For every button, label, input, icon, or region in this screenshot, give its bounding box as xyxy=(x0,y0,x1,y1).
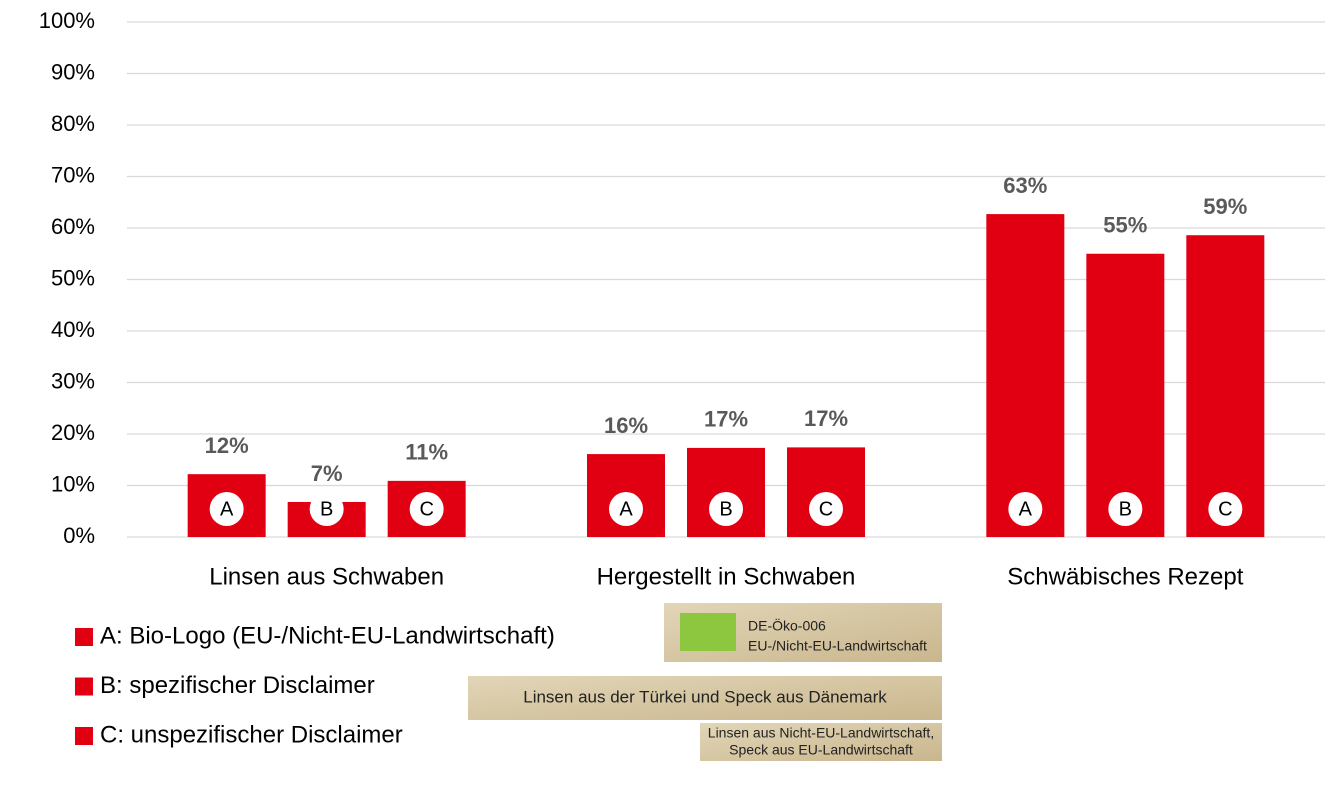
x-tick-label: Schwäbisches Rezept xyxy=(1007,563,1243,590)
value-label: 17% xyxy=(804,406,848,431)
legend-label: A: Bio-Logo (EU-/Nicht-EU-Landwirtschaft… xyxy=(100,622,555,649)
legend-image-text: Speck aus EU-Landwirtschaft xyxy=(729,742,913,758)
bar-marker xyxy=(609,492,643,526)
legend-image-text: Linsen aus der Türkei und Speck aus Däne… xyxy=(523,687,887,706)
y-tick-label: 100% xyxy=(39,8,95,33)
bar-marker-letter: A xyxy=(619,498,633,520)
legend-image xyxy=(700,723,942,761)
y-tick-label: 50% xyxy=(51,265,95,290)
x-tick-label: Hergestellt in Schwaben xyxy=(597,563,856,590)
bar-marker xyxy=(709,492,743,526)
bar-marker-letter: C xyxy=(819,498,833,520)
y-tick-label: 20% xyxy=(51,420,95,445)
y-tick-label: 70% xyxy=(51,162,95,187)
legend-image-text: Linsen aus Nicht-EU-Landwirtschaft, xyxy=(708,725,934,741)
eu-logo xyxy=(680,613,736,651)
bar-marker xyxy=(809,492,843,526)
bar-marker xyxy=(309,492,344,526)
y-tick-label: 10% xyxy=(51,471,95,496)
bar xyxy=(1186,235,1265,537)
value-label: 11% xyxy=(405,440,448,465)
value-label: 16% xyxy=(604,413,648,438)
y-tick-label: 80% xyxy=(51,111,95,136)
value-label: 17% xyxy=(704,407,748,432)
x-tick-label: Linsen aus Schwaben xyxy=(209,563,444,590)
bar-marker xyxy=(209,492,244,526)
bar-marker xyxy=(1108,492,1143,526)
legend-label: C: unspezifischer Disclaimer xyxy=(100,721,403,748)
value-label: 7% xyxy=(311,461,343,486)
bar-marker-letter: B xyxy=(719,498,732,520)
legend-swatch xyxy=(75,628,93,646)
bar xyxy=(986,214,1065,537)
bar-marker xyxy=(1008,492,1043,526)
legend-swatch xyxy=(75,677,93,696)
bar xyxy=(1086,253,1165,537)
legend-image-text: DE-Öko-006 xyxy=(748,617,826,634)
value-label: 55% xyxy=(1103,213,1147,238)
y-tick-label: 90% xyxy=(51,59,95,84)
legend-label: B: spezifischer Disclaimer xyxy=(100,672,375,699)
bar-marker-letter: B xyxy=(1119,498,1132,520)
y-tick-label: 60% xyxy=(51,214,95,239)
legend-swatch xyxy=(75,727,93,745)
value-label: 12% xyxy=(205,433,249,458)
bar-marker-letter: C xyxy=(419,498,433,520)
y-tick-label: 30% xyxy=(51,368,95,393)
bar-marker xyxy=(1208,492,1243,526)
value-label: 63% xyxy=(1003,173,1047,198)
y-tick-label: 40% xyxy=(51,317,95,342)
legend-image xyxy=(468,676,942,720)
bar-marker-letter: A xyxy=(220,498,234,520)
bar-marker-letter: B xyxy=(320,498,333,520)
bar-marker xyxy=(409,492,444,526)
legend-image-text: EU-/Nicht-EU-Landwirtschaft xyxy=(748,638,927,654)
bar-marker-letter: A xyxy=(1019,498,1033,520)
y-tick-label: 0% xyxy=(63,523,95,548)
bar-marker-letter: C xyxy=(1218,498,1232,520)
value-label: 59% xyxy=(1203,194,1247,219)
